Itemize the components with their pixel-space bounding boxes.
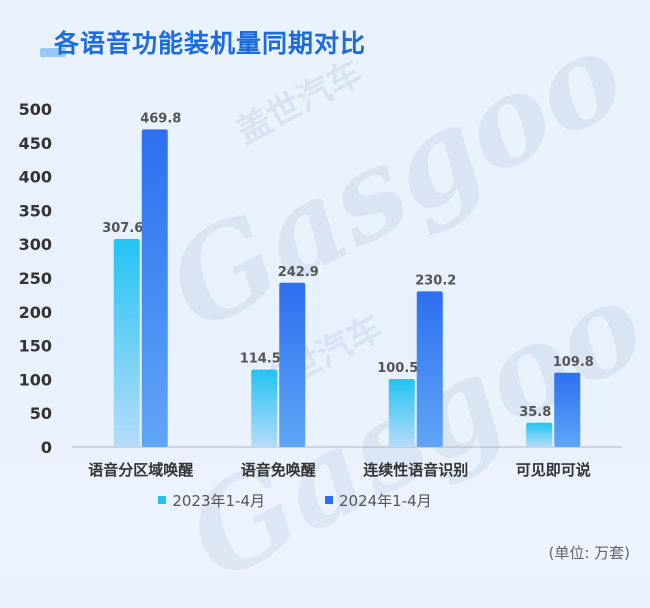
legend: 2023年1-4月 2024年1-4月 [0,490,620,510]
unit-note: (单位: 万套) [548,544,630,562]
y-tick-label: 400 [19,168,52,187]
legend-swatch-2024 [325,496,333,504]
legend-label-2024: 2024年1-4月 [339,491,432,510]
x-axis: 语音分区域唤醒 语音免唤醒 连续性语音识别 可见即可说 [72,446,622,479]
y-tick-label: 150 [19,337,52,356]
x-tick-label: 语音免唤醒 [241,461,316,479]
x-tick-label: 连续性语音识别 [363,461,468,479]
data-label: 230.2 [415,273,456,288]
data-label: 307.6 [102,221,143,236]
y-tick-label: 50 [30,404,52,423]
legend-item-2023: 2023年1-4月 [158,490,265,510]
bar-2024 [416,291,443,447]
data-label: 35.8 [519,405,551,420]
chart-title: 各语音功能装机量同期对比 [54,29,367,58]
bar-2023 [388,379,415,447]
legend-label-2023: 2023年1-4月 [172,491,265,510]
y-tick-label: 350 [19,201,52,220]
title-accent [40,48,66,57]
bar-2024 [279,282,306,447]
legend-item-2024: 2024年1-4月 [325,490,432,510]
data-label: 109.8 [553,355,594,370]
bars: 307.6 469.8 114.5 242.9 100.5 230.2 35.8 109.8 [102,111,594,447]
y-tick-label: 250 [19,269,52,288]
y-tick-label: 200 [19,303,52,322]
data-label: 114.5 [240,352,281,367]
data-label: 100.5 [377,361,418,376]
y-tick-label: 0 [41,438,52,457]
x-tick-label: 可见即可说 [516,461,591,479]
bar-2024 [554,372,581,447]
x-tick-label: 语音分区域唤醒 [88,461,193,479]
y-tick-label: 100 [19,370,52,389]
bar-2023 [113,239,140,447]
legend-swatch-2023 [158,496,167,504]
y-tick-label: 300 [19,235,52,254]
data-label: 242.9 [278,265,319,280]
data-label: 469.8 [140,111,181,126]
y-tick-label: 500 [19,100,52,119]
y-axis: 0 50 100 150 200 250 300 350 400 450 500 [19,100,52,457]
bar-2023 [526,422,553,447]
y-tick-label: 450 [19,134,52,153]
bar-2023 [251,369,278,447]
bar-2024 [141,129,168,447]
